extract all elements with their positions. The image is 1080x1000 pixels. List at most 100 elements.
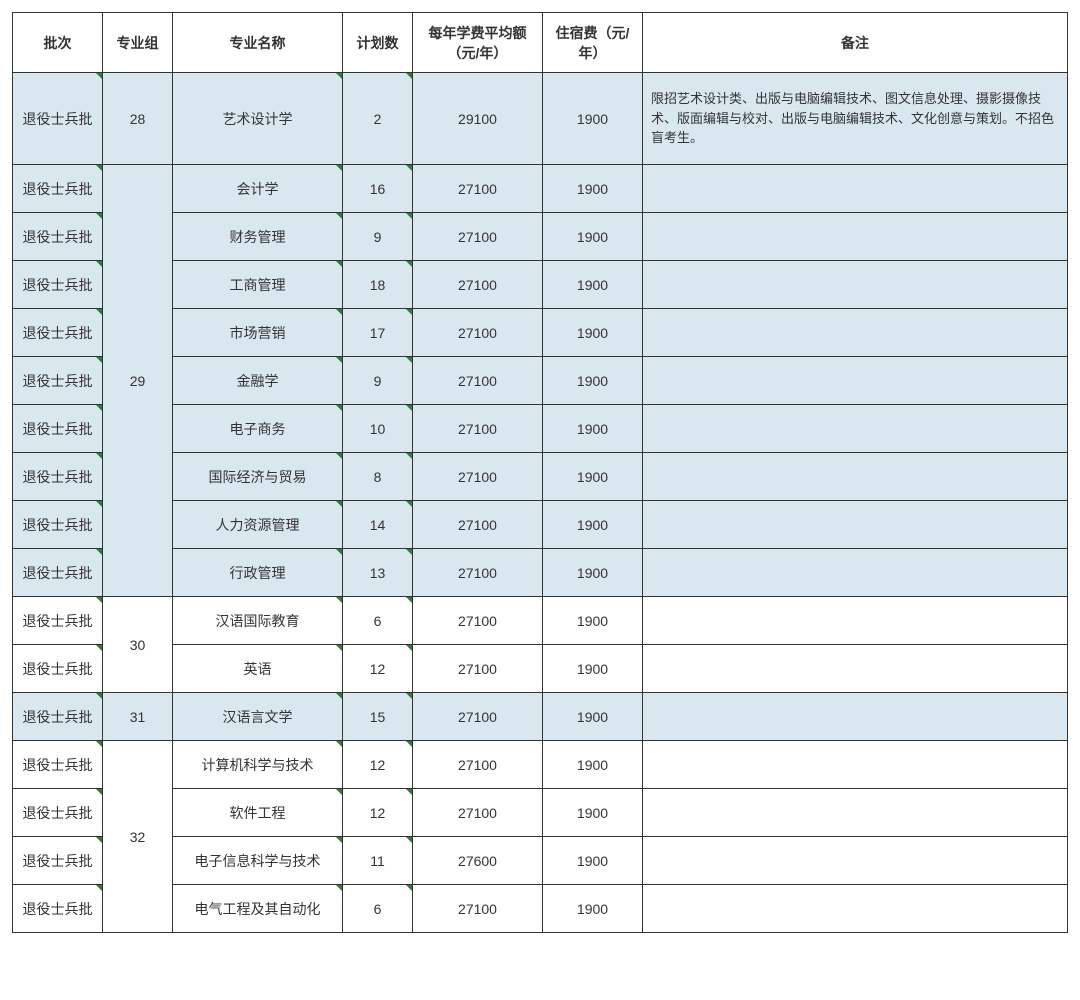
cell-remarks — [643, 549, 1068, 597]
cell-dorm: 1900 — [543, 885, 643, 933]
cell-batch: 退役士兵批 — [13, 501, 103, 549]
cell-plan: 11 — [343, 837, 413, 885]
cell-dorm: 1900 — [543, 165, 643, 213]
cell-tuition: 27100 — [413, 357, 543, 405]
cell-batch: 退役士兵批 — [13, 645, 103, 693]
cell-major: 人力资源管理 — [173, 501, 343, 549]
cell-plan: 9 — [343, 357, 413, 405]
table-header-row: 批次 专业组 专业名称 计划数 每年学费平均额（元/年） 住宿费（元/年） 备注 — [13, 13, 1068, 73]
cell-dorm: 1900 — [543, 261, 643, 309]
cell-plan: 17 — [343, 309, 413, 357]
cell-tuition: 29100 — [413, 73, 543, 165]
cell-plan: 9 — [343, 213, 413, 261]
cell-group: 30 — [103, 597, 173, 693]
cell-plan: 14 — [343, 501, 413, 549]
col-header-remarks: 备注 — [643, 13, 1068, 73]
cell-plan: 16 — [343, 165, 413, 213]
cell-major: 软件工程 — [173, 789, 343, 837]
cell-plan: 12 — [343, 789, 413, 837]
cell-batch: 退役士兵批 — [13, 453, 103, 501]
cell-group: 29 — [103, 165, 173, 597]
cell-plan: 12 — [343, 645, 413, 693]
cell-major: 国际经济与贸易 — [173, 453, 343, 501]
cell-major: 会计学 — [173, 165, 343, 213]
cell-dorm: 1900 — [543, 453, 643, 501]
cell-remarks: 限招艺术设计类、出版与电脑编辑技术、图文信息处理、摄影摄像技术、版面编辑与校对、… — [643, 73, 1068, 165]
cell-major: 电子商务 — [173, 405, 343, 453]
cell-batch: 退役士兵批 — [13, 213, 103, 261]
cell-group: 32 — [103, 741, 173, 933]
cell-dorm: 1900 — [543, 597, 643, 645]
cell-batch: 退役士兵批 — [13, 309, 103, 357]
cell-major: 电子信息科学与技术 — [173, 837, 343, 885]
cell-remarks — [643, 645, 1068, 693]
cell-dorm: 1900 — [543, 837, 643, 885]
cell-group: 31 — [103, 693, 173, 741]
cell-major: 电气工程及其自动化 — [173, 885, 343, 933]
cell-dorm: 1900 — [543, 789, 643, 837]
cell-dorm: 1900 — [543, 309, 643, 357]
table-row: 退役士兵批31汉语言文学15271001900 — [13, 693, 1068, 741]
cell-remarks — [643, 261, 1068, 309]
cell-tuition: 27100 — [413, 453, 543, 501]
cell-major: 工商管理 — [173, 261, 343, 309]
cell-tuition: 27100 — [413, 405, 543, 453]
cell-batch: 退役士兵批 — [13, 357, 103, 405]
cell-remarks — [643, 213, 1068, 261]
cell-tuition: 27100 — [413, 165, 543, 213]
cell-tuition: 27100 — [413, 597, 543, 645]
table-row: 退役士兵批29会计学16271001900 — [13, 165, 1068, 213]
cell-batch: 退役士兵批 — [13, 405, 103, 453]
cell-major: 市场营销 — [173, 309, 343, 357]
cell-remarks — [643, 309, 1068, 357]
cell-plan: 2 — [343, 73, 413, 165]
cell-plan: 8 — [343, 453, 413, 501]
cell-tuition: 27100 — [413, 309, 543, 357]
cell-group: 28 — [103, 73, 173, 165]
col-header-tuition: 每年学费平均额（元/年） — [413, 13, 543, 73]
cell-remarks — [643, 885, 1068, 933]
cell-dorm: 1900 — [543, 73, 643, 165]
cell-major: 财务管理 — [173, 213, 343, 261]
enrollment-plan-table: 批次 专业组 专业名称 计划数 每年学费平均额（元/年） 住宿费（元/年） 备注… — [12, 12, 1068, 933]
cell-plan: 6 — [343, 597, 413, 645]
col-header-dorm: 住宿费（元/年） — [543, 13, 643, 73]
cell-major: 汉语言文学 — [173, 693, 343, 741]
cell-batch: 退役士兵批 — [13, 549, 103, 597]
cell-major: 金融学 — [173, 357, 343, 405]
col-header-plan: 计划数 — [343, 13, 413, 73]
cell-tuition: 27100 — [413, 789, 543, 837]
cell-tuition: 27100 — [413, 549, 543, 597]
col-header-major: 专业名称 — [173, 13, 343, 73]
cell-tuition: 27100 — [413, 645, 543, 693]
cell-remarks — [643, 789, 1068, 837]
cell-dorm: 1900 — [543, 645, 643, 693]
cell-dorm: 1900 — [543, 357, 643, 405]
cell-dorm: 1900 — [543, 213, 643, 261]
cell-batch: 退役士兵批 — [13, 73, 103, 165]
cell-batch: 退役士兵批 — [13, 165, 103, 213]
cell-batch: 退役士兵批 — [13, 789, 103, 837]
cell-remarks — [643, 165, 1068, 213]
cell-major: 计算机科学与技术 — [173, 741, 343, 789]
cell-remarks — [643, 405, 1068, 453]
cell-tuition: 27100 — [413, 261, 543, 309]
table-row: 退役士兵批32计算机科学与技术12271001900 — [13, 741, 1068, 789]
cell-batch: 退役士兵批 — [13, 597, 103, 645]
cell-batch: 退役士兵批 — [13, 261, 103, 309]
cell-major: 汉语国际教育 — [173, 597, 343, 645]
cell-plan: 10 — [343, 405, 413, 453]
cell-remarks — [643, 693, 1068, 741]
cell-remarks — [643, 597, 1068, 645]
cell-plan: 6 — [343, 885, 413, 933]
cell-dorm: 1900 — [543, 549, 643, 597]
cell-tuition: 27600 — [413, 837, 543, 885]
cell-tuition: 27100 — [413, 501, 543, 549]
cell-dorm: 1900 — [543, 501, 643, 549]
cell-remarks — [643, 501, 1068, 549]
cell-batch: 退役士兵批 — [13, 885, 103, 933]
cell-dorm: 1900 — [543, 741, 643, 789]
cell-remarks — [643, 837, 1068, 885]
cell-dorm: 1900 — [543, 693, 643, 741]
cell-tuition: 27100 — [413, 885, 543, 933]
